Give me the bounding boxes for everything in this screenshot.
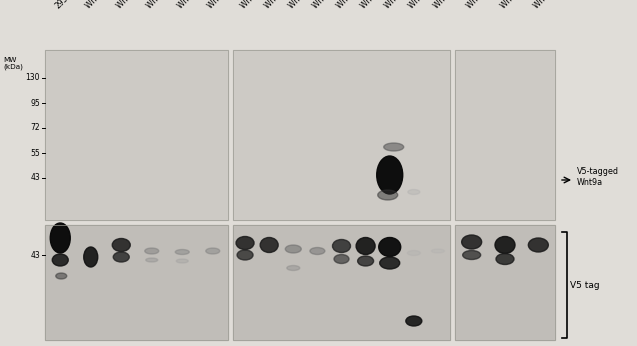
Ellipse shape (50, 223, 70, 253)
Text: Wnt 4: Wnt 4 (239, 0, 261, 10)
Bar (45, 50, 228, 220)
Text: Wnt 16: Wnt 16 (532, 0, 558, 10)
Ellipse shape (83, 247, 97, 267)
Ellipse shape (376, 156, 403, 194)
Text: Wnt 3: Wnt 3 (176, 0, 198, 10)
Text: Wnt 6: Wnt 6 (287, 0, 310, 10)
Text: V5-tagged
Wnt9a: V5-tagged Wnt9a (577, 167, 619, 188)
Text: Wnt 7b: Wnt 7b (335, 0, 361, 10)
Ellipse shape (334, 255, 349, 264)
Text: Wnt 9b: Wnt 9b (432, 0, 457, 10)
Ellipse shape (285, 245, 301, 253)
Ellipse shape (260, 237, 278, 253)
Text: V5 tag: V5 tag (570, 281, 599, 290)
Bar (233, 50, 450, 220)
Bar (45, 225, 228, 340)
Bar (233, 50, 450, 220)
Text: MW
(kDa): MW (kDa) (3, 57, 23, 71)
Text: Wnt 8b: Wnt 8b (383, 0, 409, 10)
Ellipse shape (175, 249, 189, 255)
Ellipse shape (462, 251, 481, 260)
Text: Wnt 9a: Wnt 9a (408, 0, 433, 10)
Text: Wnt 2: Wnt 2 (115, 0, 137, 10)
Bar (455, 225, 555, 340)
Ellipse shape (236, 237, 254, 249)
Bar (455, 50, 555, 220)
Text: Wnt 7a: Wnt 7a (311, 0, 337, 10)
Ellipse shape (310, 247, 325, 255)
Ellipse shape (379, 237, 401, 256)
Ellipse shape (52, 254, 68, 266)
Ellipse shape (431, 249, 445, 253)
Text: Wnt 2b: Wnt 2b (145, 0, 171, 10)
Ellipse shape (407, 251, 420, 255)
Text: 55: 55 (30, 148, 40, 157)
Ellipse shape (406, 316, 422, 326)
Ellipse shape (112, 238, 130, 252)
Ellipse shape (496, 254, 514, 264)
Text: 43: 43 (30, 251, 40, 260)
Text: 293T: 293T (54, 0, 74, 10)
Ellipse shape (462, 235, 482, 249)
Ellipse shape (380, 257, 400, 269)
Text: Wnt 1: Wnt 1 (84, 0, 107, 10)
Bar (455, 50, 555, 220)
Ellipse shape (287, 265, 300, 271)
Ellipse shape (357, 256, 374, 266)
Ellipse shape (408, 190, 420, 194)
Bar (45, 50, 228, 220)
Ellipse shape (176, 259, 189, 263)
Text: 43: 43 (30, 173, 40, 182)
Ellipse shape (528, 238, 548, 252)
Bar (233, 225, 450, 340)
Text: Wnt 10a: Wnt 10a (465, 0, 494, 10)
Bar (45, 225, 228, 340)
Text: Wnt 8a: Wnt 8a (359, 0, 385, 10)
Ellipse shape (237, 250, 253, 260)
Ellipse shape (113, 252, 129, 262)
Text: Wnt 3a: Wnt 3a (206, 0, 233, 10)
Text: Wnt 10b: Wnt 10b (499, 0, 528, 10)
Ellipse shape (378, 190, 397, 200)
Ellipse shape (356, 237, 375, 255)
Ellipse shape (56, 273, 67, 279)
Bar (233, 225, 450, 340)
Ellipse shape (383, 143, 404, 151)
Text: Wnt 5a: Wnt 5a (263, 0, 289, 10)
Text: 72: 72 (31, 124, 40, 133)
Ellipse shape (495, 237, 515, 254)
Ellipse shape (145, 248, 159, 254)
Bar (455, 225, 555, 340)
Text: 130: 130 (25, 73, 40, 82)
Text: 95: 95 (30, 99, 40, 108)
Ellipse shape (146, 258, 158, 262)
Ellipse shape (206, 248, 220, 254)
Ellipse shape (333, 239, 350, 253)
